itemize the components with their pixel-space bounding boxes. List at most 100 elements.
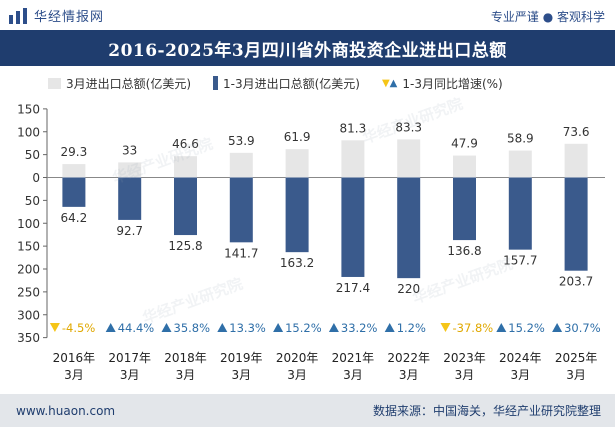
data-label-march: 29.3 <box>61 145 88 159</box>
data-label-march: 83.3 <box>395 120 422 134</box>
legend-item-march: 3月进出口总额(亿美元) <box>48 75 191 92</box>
data-label-cumulative: 220 <box>397 282 420 296</box>
x-tick-label: 3月 <box>231 368 251 382</box>
footer-site: www.huaon.com <box>16 403 116 418</box>
y-tick-label: 350 <box>17 331 40 345</box>
tagline: 专业严谨 ● 客观科学 <box>490 10 605 24</box>
growth-down-triangle <box>440 323 451 332</box>
bar-march <box>397 139 421 178</box>
legend-item-growth: ▼ ▲ 1-3月同比增速(%) <box>382 75 503 92</box>
data-label-cumulative: 125.8 <box>168 239 202 253</box>
data-label-cumulative: 163.2 <box>280 256 314 270</box>
bar-march <box>508 150 532 178</box>
x-tick-label: 2024年 <box>499 351 542 365</box>
brand-name: 华经情报网 <box>34 10 105 25</box>
data-label-cumulative: 203.7 <box>559 275 593 289</box>
y-tick-label: 50 <box>25 148 40 162</box>
x-tick-label: 2020年 <box>276 351 319 365</box>
legend-item-cumulative: 1-3月进出口总额(亿美元) <box>213 75 360 92</box>
growth-label: 33.2% <box>341 321 378 335</box>
footer: www.huaon.com 数据来源：中国海关，华经产业研究院整理 <box>0 394 615 427</box>
bar-march <box>341 140 365 178</box>
bar-march <box>285 149 309 178</box>
legend-swatch-march <box>48 77 61 89</box>
top-bar: 华经情报网 专业严谨 ● 客观科学 <box>0 0 615 30</box>
x-tick-label: 2025年 <box>555 351 598 365</box>
growth-up-triangle <box>552 323 563 332</box>
bar-cumulative <box>397 177 421 279</box>
y-tick-label: 150 <box>17 102 40 116</box>
x-tick-label: 2022年 <box>387 351 430 365</box>
data-label-march: 47.9 <box>451 137 478 151</box>
x-tick-label: 2016年 <box>53 351 96 365</box>
growth-up-triangle <box>328 323 339 332</box>
bar-cumulative <box>508 177 532 250</box>
data-label-march: 73.6 <box>563 125 590 139</box>
brand: 华经情报网 <box>8 6 104 25</box>
growth-label: -4.5% <box>62 321 95 335</box>
bar-march <box>453 155 476 178</box>
bar-chart: 150 100 50 0 50 100 150 200 250 300 350 29.3 64.2 -4.… <box>17 102 605 382</box>
x-tick-label: 3月 <box>510 368 530 382</box>
growth-up-triangle <box>496 323 507 332</box>
growth-up-triangle <box>161 323 172 332</box>
data-label-cumulative: 141.7 <box>224 246 258 260</box>
growth-label: 15.2% <box>508 321 545 335</box>
bar-cumulative <box>341 177 365 277</box>
bar-cumulative <box>229 177 253 243</box>
y-tick-label: 200 <box>17 263 40 277</box>
data-label-march: 53.9 <box>228 134 255 148</box>
data-label-march: 61.9 <box>284 130 311 144</box>
data-label-cumulative: 157.7 <box>503 254 537 268</box>
bar-march <box>62 164 86 178</box>
y-tick-label: 0 <box>32 171 40 185</box>
data-label-cumulative: 64.2 <box>61 211 88 225</box>
x-tick-label: 3月 <box>120 368 140 382</box>
x-tick-label: 3月 <box>399 368 419 382</box>
data-label-cumulative: 217.4 <box>336 281 370 295</box>
chart-title-band: 2016-2025年3月四川省外商投资企业进出口总额 <box>0 30 615 66</box>
growth-label: 1.2% <box>397 321 426 335</box>
growth-label: 35.8% <box>174 321 211 335</box>
growth-up-triangle <box>105 323 116 332</box>
bar-cumulative <box>62 177 86 207</box>
footer-source: 数据来源：中国海关，华经产业研究院整理 <box>372 404 601 418</box>
legend-label-growth: 1-3月同比增速(%) <box>402 76 503 91</box>
legend-swatch-cumulative <box>213 76 218 90</box>
growth-label: -37.8% <box>453 321 494 335</box>
legend-label-cumulative: 1-3月进出口总额(亿美元) <box>223 76 360 91</box>
y-tick-label: 250 <box>17 285 40 299</box>
bar-march <box>564 143 588 178</box>
bar-cumulative <box>564 177 588 271</box>
growth-down-triangle <box>49 323 60 332</box>
chart-title: 2016-2025年3月四川省外商投资企业进出口总额 <box>108 40 507 61</box>
y-tick-label: 100 <box>17 125 40 139</box>
growth-label: 30.7% <box>564 321 601 335</box>
data-label-march: 81.3 <box>340 121 367 135</box>
growth-up-triangle <box>273 323 284 332</box>
growth-up-triangle <box>217 323 228 332</box>
x-tick-label: 3月 <box>176 368 196 382</box>
x-tick-label: 2018年 <box>164 351 207 365</box>
x-tick-label: 2023年 <box>443 351 486 365</box>
bar-cumulative <box>118 177 142 220</box>
growth-label: 44.4% <box>118 321 155 335</box>
huajing-logo-icon <box>9 7 27 24</box>
legend-label-march: 3月进出口总额(亿美元) <box>66 76 191 91</box>
x-tick-label: 2017年 <box>108 351 151 365</box>
growth-label: 13.3% <box>229 321 266 335</box>
x-tick-label: 3月 <box>343 368 363 382</box>
x-tick-label: 2019年 <box>220 351 263 365</box>
growth-label: 15.2% <box>285 321 322 335</box>
bar-march <box>174 156 197 178</box>
x-tick-label: 3月 <box>455 368 475 382</box>
x-tick-label: 2021年 <box>332 351 375 365</box>
x-tick-label: 3月 <box>64 368 84 382</box>
bar-march <box>118 162 142 178</box>
y-tick-label: 150 <box>17 240 40 254</box>
data-label-cumulative: 92.7 <box>116 224 143 238</box>
bar-march <box>229 152 253 178</box>
x-tick-label: 3月 <box>566 368 586 382</box>
data-label-cumulative: 136.8 <box>447 244 481 258</box>
bar-cumulative <box>453 177 476 241</box>
